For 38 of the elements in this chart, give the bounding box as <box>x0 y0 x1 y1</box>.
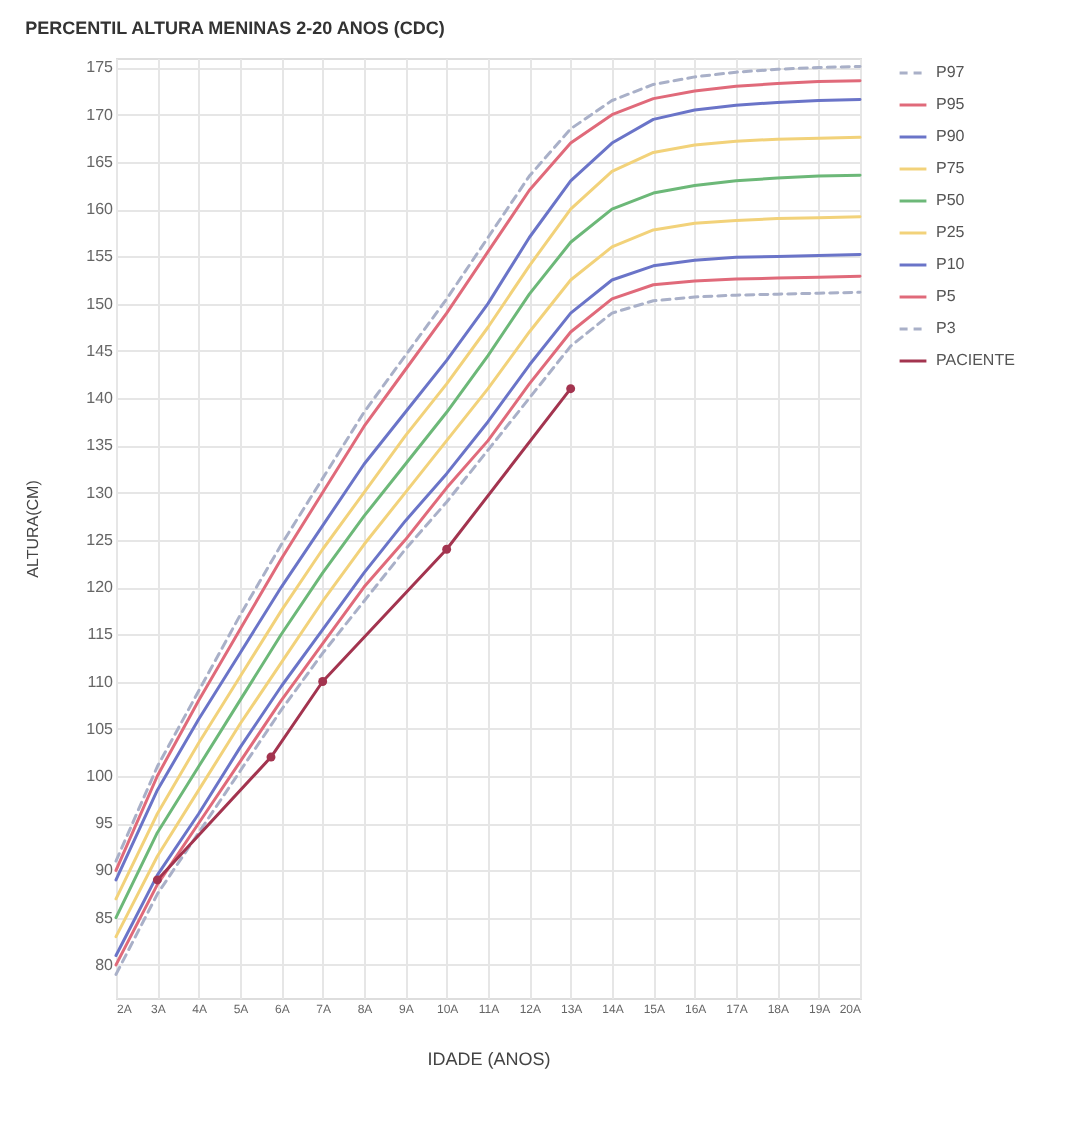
point <box>318 677 328 686</box>
legend-label: P75 <box>936 159 966 177</box>
y-tick-label: 105 <box>86 719 115 738</box>
y-tick-label: 145 <box>86 341 115 360</box>
y-tick-label: 85 <box>95 908 115 927</box>
y-tick-label: 110 <box>87 672 115 691</box>
y-tick-label: 115 <box>87 625 115 644</box>
y-tick-label: 95 <box>95 814 115 833</box>
y-tick-label: 135 <box>86 436 115 455</box>
y-tick-label: 130 <box>86 483 115 502</box>
point <box>442 544 452 554</box>
legend-label: P97 <box>936 63 966 81</box>
y-tick-label: 120 <box>86 578 115 597</box>
y-tick-label: 165 <box>86 152 115 171</box>
legend-label: P5 <box>936 287 957 305</box>
y-tick-label: 170 <box>86 105 115 124</box>
legend-label: P90 <box>936 127 966 145</box>
legend-label: PACIENTE <box>936 351 1015 369</box>
x-axis-title: IDADE (ANOS) <box>427 1049 551 1069</box>
y-axis-title: ALTURA(CM) <box>24 479 43 578</box>
y-tick-label: 125 <box>86 530 115 549</box>
legend-label: P25 <box>936 223 966 241</box>
y-tick-label: 100 <box>86 766 115 785</box>
y-tick-label: 155 <box>86 247 115 266</box>
y-tick-label: 150 <box>86 294 115 313</box>
y-tick-label: 140 <box>86 389 115 408</box>
legend-label: P3 <box>936 319 957 337</box>
point <box>566 384 576 394</box>
point <box>152 875 162 885</box>
legend-label: P10 <box>936 255 966 273</box>
y-tick-label: 90 <box>95 861 115 880</box>
y-tick-label: 175 <box>86 58 115 77</box>
y-tick-label: 80 <box>95 955 115 974</box>
legend-label: P50 <box>936 191 966 209</box>
y-tick-label: 160 <box>86 200 115 219</box>
legend-label: P95 <box>936 95 966 113</box>
chart-title: PERCENTIL ALTURA MENINAS 2-20 ANOS (CDC) <box>25 18 445 38</box>
point <box>266 752 276 762</box>
